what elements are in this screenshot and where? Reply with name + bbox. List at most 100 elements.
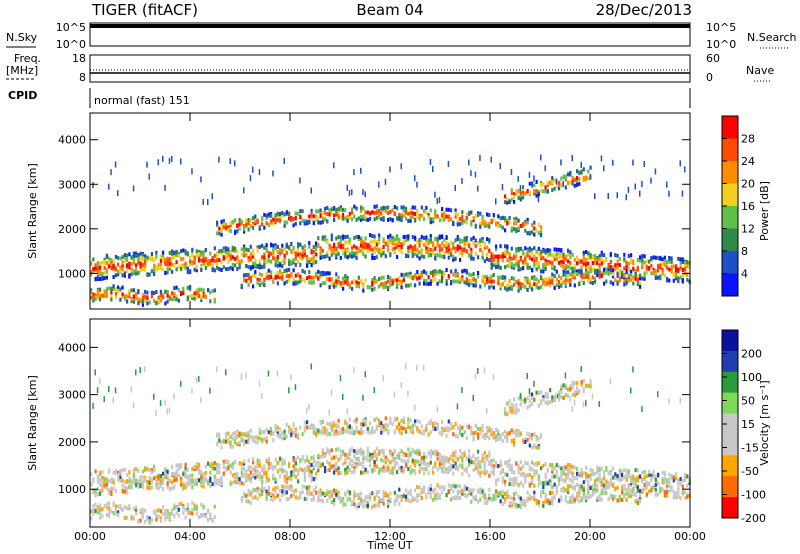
- power-cell: [524, 246, 527, 251]
- velocity-cell: [479, 461, 482, 466]
- power-cell: [526, 220, 529, 225]
- velocity-cell: [364, 422, 367, 427]
- power-cell: [531, 268, 534, 273]
- power-cell: [477, 213, 480, 217]
- velocity-cell: [198, 515, 201, 519]
- power-cell: [429, 208, 432, 213]
- nsearch-tick-bottom: 10^0: [706, 38, 736, 51]
- velocity-cell: [544, 481, 547, 486]
- power-cell: [409, 218, 412, 223]
- velocity-cell: [398, 422, 401, 427]
- velocity-cell: [294, 384, 297, 391]
- velocity-cell: [450, 497, 453, 502]
- power-cell: [582, 255, 585, 260]
- velocity-cell: [537, 476, 540, 481]
- velocity-cell: [292, 431, 295, 435]
- power-cell: [490, 252, 493, 256]
- power-cell: [420, 270, 423, 275]
- velocity-cell: [263, 464, 266, 469]
- power-cell: [618, 271, 621, 276]
- velocity-cell: [542, 397, 545, 402]
- velocity-cell: [333, 488, 336, 493]
- velocity-cell: [477, 456, 480, 461]
- power-cell: [540, 249, 543, 254]
- velocity-cell: [216, 462, 219, 467]
- power-cell: [560, 159, 562, 166]
- power-cell: [200, 176, 202, 183]
- velocity-cell: [418, 451, 421, 456]
- velocity-cell: [432, 424, 435, 429]
- power-cell: [526, 263, 529, 268]
- velocity-cell: [258, 473, 261, 478]
- power-cell: [272, 243, 275, 248]
- velocity-cell: [252, 438, 255, 443]
- power-cell: [515, 249, 518, 254]
- power-cell: [423, 281, 426, 286]
- velocity-cell: [222, 438, 225, 443]
- velocity-cell: [524, 397, 526, 404]
- power-cell: [461, 218, 464, 223]
- power-cell: [479, 247, 482, 252]
- power-cell: [294, 221, 297, 226]
- power-cell: [364, 236, 367, 241]
- power-cell: [429, 237, 432, 242]
- velocity-cell: [501, 479, 504, 484]
- power-cell: [344, 240, 347, 245]
- velocity-cell: [452, 489, 455, 494]
- power-cell: [355, 206, 358, 211]
- velocity-cell: [544, 461, 547, 466]
- velocity-cell: [490, 429, 493, 433]
- power-cell: [393, 212, 396, 217]
- velocity-cell: [290, 477, 293, 482]
- velocity-cell: [479, 465, 482, 469]
- power-cell: [218, 267, 221, 272]
- power-cell: [571, 181, 574, 186]
- power-cell: [180, 158, 182, 165]
- power-cell: [236, 229, 239, 234]
- velocity-cell: [524, 479, 527, 484]
- velocity-cell: [261, 492, 264, 497]
- power-cell: [96, 265, 99, 270]
- velocity-cell: [398, 466, 401, 471]
- power-cell: [643, 260, 646, 265]
- power-cell: [308, 280, 311, 285]
- power-cell: [537, 251, 540, 256]
- power-cell: [634, 276, 637, 281]
- power-cell: [578, 272, 581, 277]
- power-cell: [128, 292, 131, 296]
- velocity-cell: [396, 498, 399, 503]
- power-cell: [330, 207, 333, 212]
- velocity-cell: [337, 447, 340, 452]
- power-cell: [459, 257, 462, 262]
- velocity-cell: [519, 392, 522, 399]
- velocity-cell: [328, 409, 330, 416]
- power-cell: [321, 272, 324, 277]
- power-cell: [483, 274, 486, 279]
- velocity-cell: [483, 463, 486, 467]
- power-cell: [330, 282, 333, 287]
- velocity-cell: [182, 472, 185, 477]
- power-cell: [342, 216, 345, 221]
- velocity-cell: [317, 428, 320, 433]
- power-cell: [553, 247, 556, 252]
- velocity-cell: [364, 495, 367, 500]
- velocity-cell: [155, 517, 158, 522]
- power-cell: [346, 275, 349, 280]
- velocity-cell: [324, 469, 327, 474]
- velocity-cell: [515, 502, 518, 507]
- power-cell: [522, 223, 525, 228]
- velocity-cell: [396, 495, 399, 500]
- velocity-cell: [513, 470, 516, 475]
- velocity-cell: [418, 460, 421, 464]
- power-cell: [684, 260, 687, 265]
- velocity-cell: [373, 460, 376, 465]
- power-cell: [443, 211, 446, 216]
- velocity-cell: [443, 464, 446, 469]
- power-cell: [103, 266, 106, 270]
- power-cell: [378, 250, 381, 255]
- velocity-cell: [517, 470, 520, 475]
- velocity-cell: [135, 478, 138, 483]
- velocity-cell: [312, 488, 315, 493]
- power-cell: [308, 241, 311, 245]
- power-cell: [456, 222, 459, 227]
